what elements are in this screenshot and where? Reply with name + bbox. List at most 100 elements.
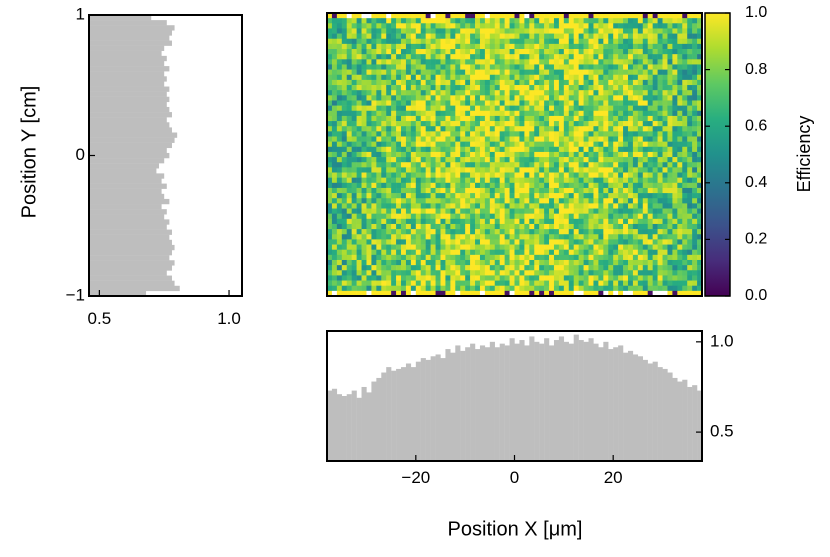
x-projection-bar — [687, 386, 693, 461]
x-projection-bar — [440, 358, 446, 461]
heatmap-cell — [524, 146, 530, 153]
heatmap-cell — [544, 115, 550, 122]
heatmap-cell — [420, 85, 426, 91]
heatmap-cell — [672, 172, 678, 178]
heatmap-cell — [672, 213, 678, 220]
heatmap-cell — [657, 208, 663, 214]
heatmap-cell — [494, 136, 500, 142]
heatmap-cell — [381, 85, 387, 91]
heatmap-cell — [514, 208, 520, 214]
heatmap-cell — [544, 105, 550, 112]
heatmap-cell — [425, 79, 431, 86]
heatmap-cell — [361, 218, 367, 225]
heatmap-cell — [632, 90, 639, 96]
heatmap-cell — [346, 13, 352, 19]
heatmap-cell — [440, 280, 446, 287]
heatmap-cell — [376, 270, 382, 276]
heatmap-cell — [652, 259, 658, 266]
heatmap-cell — [677, 208, 683, 214]
heatmap-cell — [544, 126, 550, 132]
heatmap-cell — [484, 193, 491, 199]
heatmap-cell — [450, 275, 456, 281]
heatmap-cell — [677, 229, 683, 235]
heatmap-cell — [460, 18, 466, 24]
heatmap-cell — [583, 193, 589, 199]
heatmap-cell — [682, 172, 688, 178]
heatmap-cell — [450, 218, 456, 225]
heatmap-cell — [657, 49, 663, 55]
x-projection-bar — [494, 347, 500, 461]
heatmap-cell — [514, 249, 520, 256]
heatmap-cell — [637, 218, 644, 225]
heatmap-cell — [366, 43, 372, 50]
heatmap-cell — [376, 203, 382, 209]
heatmap-cell — [623, 275, 629, 281]
heatmap-cell — [435, 85, 441, 91]
heatmap-cell — [544, 218, 550, 225]
heatmap-cell — [450, 213, 456, 220]
heatmap-cell — [336, 285, 343, 292]
heatmap-cell — [420, 259, 426, 266]
heatmap-cell — [450, 110, 456, 117]
heatmap-cell — [509, 110, 515, 117]
heatmap-cell — [489, 203, 496, 209]
heatmap-cell — [697, 193, 703, 199]
heatmap-cell — [677, 43, 683, 50]
heatmap-cell — [391, 259, 397, 266]
heatmap-cell — [346, 157, 352, 163]
heatmap-cell — [524, 115, 530, 122]
heatmap-cell — [371, 157, 377, 163]
heatmap-cell — [652, 141, 658, 148]
heatmap-cell — [603, 126, 609, 132]
heatmap-cell — [415, 85, 422, 91]
heatmap-cell — [697, 223, 703, 230]
heatmap-cell — [435, 290, 441, 297]
heatmap-cell — [558, 234, 565, 240]
heatmap-cell — [514, 115, 520, 122]
heatmap-cell — [341, 234, 348, 240]
heatmap-cell — [608, 74, 614, 81]
heatmap-cell — [524, 177, 530, 184]
heatmap-cell — [647, 18, 653, 24]
heatmap-cell — [697, 265, 703, 271]
heatmap-cell — [489, 290, 496, 297]
heatmap-cell — [618, 275, 624, 281]
heatmap-cell — [489, 280, 496, 287]
heatmap-cell — [346, 280, 352, 287]
heatmap-cell — [356, 239, 362, 245]
heatmap-cell — [460, 172, 466, 178]
heatmap-cell — [618, 115, 624, 122]
heatmap-cell — [504, 167, 510, 173]
heatmap-cell — [583, 100, 589, 106]
heatmap-cell — [396, 208, 402, 214]
heatmap-cell — [336, 198, 343, 204]
heatmap-cell — [553, 249, 560, 256]
heatmap-cell — [366, 203, 372, 209]
heatmap-cell — [637, 136, 644, 142]
heatmap-cell — [598, 121, 604, 127]
heatmap-cell — [445, 270, 451, 276]
heatmap-cell — [509, 69, 515, 76]
heatmap-cell — [672, 259, 678, 266]
heatmap-cell — [376, 157, 382, 163]
heatmap-cell — [381, 64, 387, 70]
heatmap-cell — [687, 254, 693, 261]
heatmap-cell — [618, 234, 624, 240]
heatmap-cell — [558, 110, 565, 117]
heatmap-cell — [662, 208, 668, 214]
heatmap-cell — [657, 54, 663, 60]
heatmap-cell — [632, 79, 639, 86]
heatmap-cell — [371, 38, 377, 45]
heatmap-cell — [376, 115, 382, 122]
heatmap-cell — [588, 33, 594, 40]
heatmap-cell — [479, 33, 486, 40]
heatmap-cell — [672, 146, 678, 153]
heatmap-cell — [460, 229, 466, 235]
heatmap-cell — [361, 239, 367, 245]
heatmap-cell — [470, 141, 476, 148]
heatmap-cell — [361, 79, 367, 86]
heatmap-cell — [371, 239, 377, 245]
heatmap-cell — [662, 33, 668, 40]
heatmap-cell — [489, 234, 496, 240]
heatmap-cell — [578, 162, 584, 168]
